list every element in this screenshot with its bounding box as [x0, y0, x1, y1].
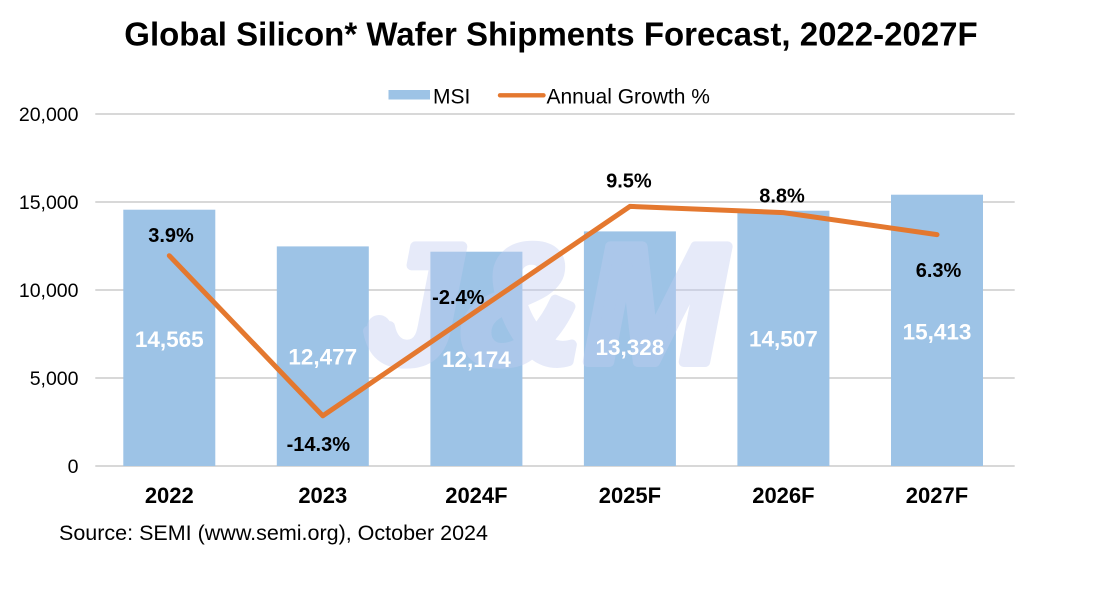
svg-text:14,507: 14,507	[749, 327, 818, 352]
svg-text:6.3%: 6.3%	[916, 260, 962, 282]
svg-text:13,328: 13,328	[595, 335, 664, 360]
svg-text:3.9%: 3.9%	[148, 225, 194, 247]
svg-text:10,000: 10,000	[19, 280, 79, 302]
svg-text:Global Silicon* Wafer Shipment: Global Silicon* Wafer Shipments Forecast…	[124, 16, 977, 53]
svg-text:MSI: MSI	[433, 86, 470, 109]
svg-text:15,000: 15,000	[19, 192, 79, 214]
svg-text:15,413: 15,413	[903, 320, 972, 345]
svg-text:5,000: 5,000	[30, 368, 79, 390]
svg-text:2025F: 2025F	[599, 483, 661, 508]
svg-text:9.5%: 9.5%	[606, 170, 652, 192]
svg-text:Source: SEMI (www.semi.org), O: Source: SEMI (www.semi.org), October 202…	[59, 521, 488, 545]
svg-text:J&M: J&M	[366, 210, 728, 398]
svg-text:2027F: 2027F	[906, 483, 968, 508]
svg-text:0: 0	[68, 456, 79, 478]
svg-text:12,174: 12,174	[442, 347, 511, 372]
svg-text:Annual Growth %: Annual Growth %	[547, 86, 710, 109]
svg-text:12,477: 12,477	[288, 345, 357, 370]
svg-text:2026F: 2026F	[752, 483, 814, 508]
svg-text:-14.3%: -14.3%	[287, 434, 351, 456]
svg-text:20,000: 20,000	[19, 104, 79, 126]
svg-text:14,565: 14,565	[135, 327, 204, 352]
svg-text:-2.4%: -2.4%	[432, 287, 484, 309]
svg-text:2022: 2022	[145, 483, 194, 508]
svg-text:2023: 2023	[298, 483, 347, 508]
svg-text:8.8%: 8.8%	[759, 185, 805, 207]
svg-text:2024F: 2024F	[445, 483, 507, 508]
